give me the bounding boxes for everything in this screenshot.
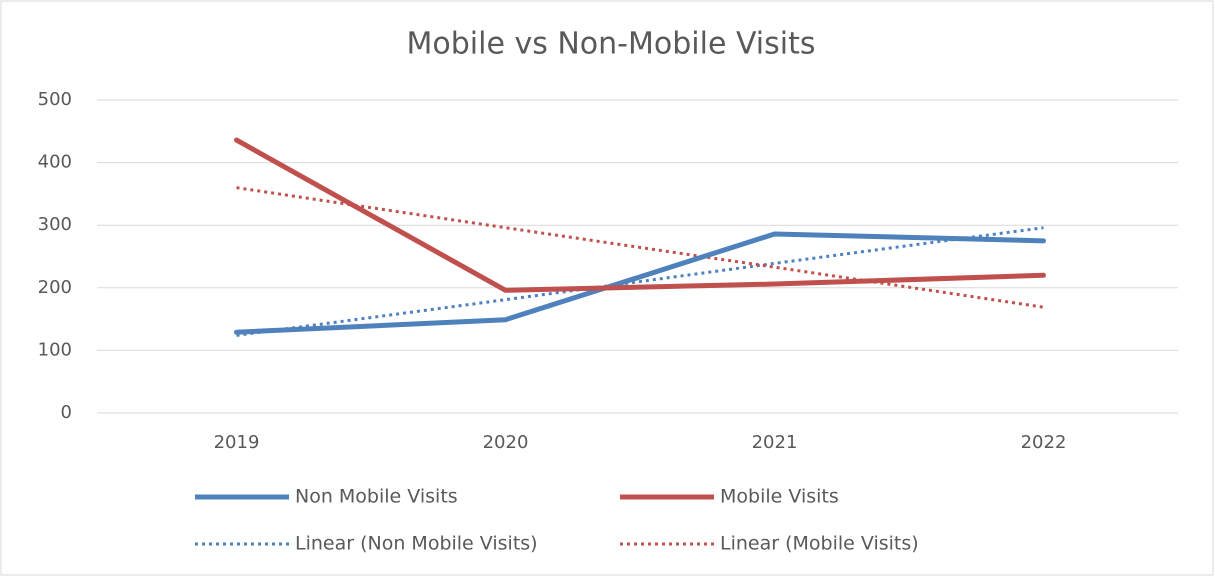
legend-label: Non Mobile Visits: [295, 486, 458, 508]
y-tick-label: 400: [38, 152, 72, 173]
trend-line: [236, 186, 1044, 309]
x-tick-label: 2022: [1021, 432, 1067, 453]
series-line: [234, 231, 1046, 335]
x-tick-label: 2021: [752, 432, 798, 453]
chart-title: Mobile vs Non-Mobile Visits: [407, 27, 816, 62]
y-tick-label: 300: [38, 214, 72, 235]
y-tick-label: 500: [38, 89, 72, 110]
y-tick-label: 100: [38, 339, 72, 360]
trend-line: [236, 226, 1044, 337]
legend-label: Linear (Mobile Visits): [720, 533, 919, 555]
legend-label: Mobile Visits: [720, 486, 839, 508]
x-tick-label: 2019: [214, 432, 260, 453]
series-line: [234, 137, 1046, 293]
legend-label: Linear (Non Mobile Visits): [295, 533, 538, 555]
y-tick-label: 200: [38, 277, 72, 298]
x-tick-label: 2020: [483, 432, 529, 453]
y-tick-label: 0: [61, 402, 72, 423]
